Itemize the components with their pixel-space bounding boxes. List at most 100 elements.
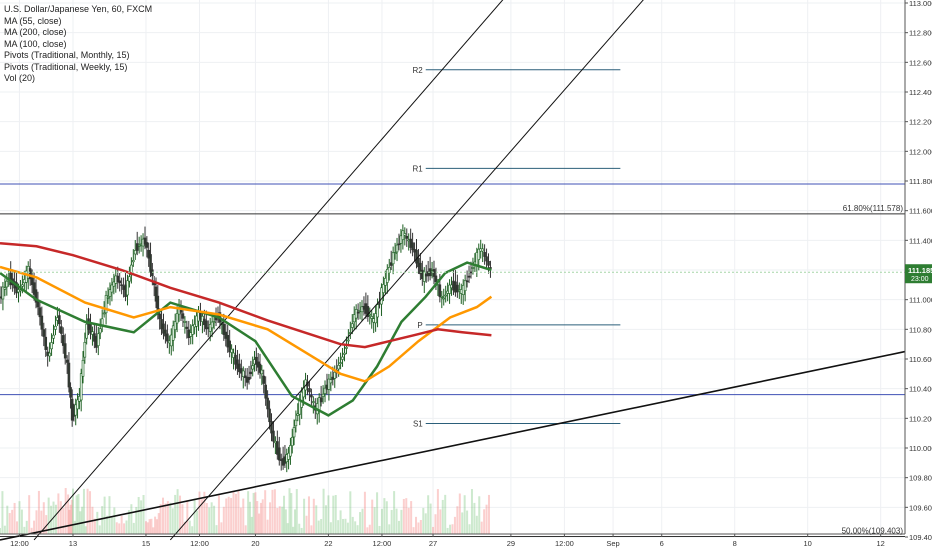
volume-bar xyxy=(395,508,398,534)
candle-body xyxy=(481,248,484,252)
volume-bar xyxy=(483,509,486,534)
y-tick-label: 110.200 xyxy=(909,414,932,423)
volume-bar xyxy=(444,494,447,534)
candle-body xyxy=(116,275,120,283)
candle-body xyxy=(212,321,216,324)
volume-bar xyxy=(327,495,330,534)
volume-bar xyxy=(356,525,359,534)
volume-bar xyxy=(11,509,14,534)
candle-body xyxy=(467,275,471,278)
candle-body xyxy=(191,325,194,335)
candle-body xyxy=(112,281,116,287)
volume-bar xyxy=(6,505,9,534)
volume-bar xyxy=(96,511,99,534)
volume-bar xyxy=(86,488,89,534)
volume-bar xyxy=(378,525,381,534)
volume-bar xyxy=(57,493,60,534)
candle-body xyxy=(183,321,187,323)
candle-body xyxy=(133,250,137,255)
candle-body xyxy=(34,289,38,303)
volume-bar xyxy=(8,513,11,534)
x-tick-label: 12:00 xyxy=(373,539,392,548)
legend-indicator[interactable]: Vol (20) xyxy=(4,73,36,83)
x-tick-label: 15 xyxy=(142,539,150,548)
candle-body xyxy=(391,252,395,265)
candle-body xyxy=(277,447,281,461)
volume-bar xyxy=(346,522,349,534)
candle-body xyxy=(19,289,22,292)
volume-bar xyxy=(101,506,104,534)
y-tick-label: 109.400 xyxy=(909,533,932,542)
volume-bar xyxy=(47,497,50,534)
volume-bar xyxy=(261,499,264,534)
x-tick-label: 20 xyxy=(251,539,259,548)
trendline[interactable] xyxy=(169,0,705,541)
candle-body xyxy=(76,399,79,410)
candle-body xyxy=(294,419,298,427)
volume-bar xyxy=(480,521,483,534)
trendline[interactable] xyxy=(0,350,906,541)
candle-body xyxy=(434,275,438,283)
volume-bar xyxy=(470,489,473,534)
candle-body xyxy=(411,242,414,251)
legend-indicator[interactable]: Pivots (Traditional, Weekly, 15) xyxy=(4,61,128,72)
legend-indicator[interactable]: MA (100, close) xyxy=(4,38,67,49)
candle-body xyxy=(38,307,42,318)
candle-body xyxy=(104,295,108,314)
volume-bar xyxy=(183,521,186,534)
candle-body xyxy=(108,289,112,297)
volume-bar xyxy=(171,508,174,534)
x-tick-label: 12:00 xyxy=(10,539,29,548)
volume-bar xyxy=(298,523,301,534)
candle-body xyxy=(380,287,383,305)
volume-bar xyxy=(125,520,128,534)
volume-bar xyxy=(230,497,233,534)
y-tick-label: 110.400 xyxy=(909,385,932,394)
candle-body xyxy=(395,244,399,253)
candle-body xyxy=(444,294,447,297)
volume-bar xyxy=(286,523,289,534)
candle-body xyxy=(173,321,177,331)
volume-bar xyxy=(164,503,167,534)
x-tick-label: 10 xyxy=(804,539,812,548)
volume-bar xyxy=(227,496,230,534)
volume-bar xyxy=(487,494,490,534)
legend-indicator[interactable]: MA (55, close) xyxy=(4,15,62,26)
volume-bar xyxy=(284,509,287,534)
candle-body xyxy=(260,369,264,375)
volume-bar xyxy=(23,526,26,534)
volume-bar xyxy=(25,520,28,534)
candle-body xyxy=(249,371,253,375)
candle-body xyxy=(185,326,189,329)
candle-body xyxy=(382,284,385,293)
volume-bar xyxy=(142,494,145,534)
candle-body xyxy=(149,254,152,273)
candle-body xyxy=(102,312,106,315)
y-tick-label: 110.800 xyxy=(909,325,932,334)
volume-bar xyxy=(322,488,325,534)
volume-bar xyxy=(71,488,74,534)
candle-body xyxy=(347,339,350,342)
y-tick-label: 111.400 xyxy=(909,236,932,245)
candle-body xyxy=(79,373,83,401)
volume-bar xyxy=(295,489,298,534)
candle-body xyxy=(175,313,179,324)
moving-average-line xyxy=(0,242,492,349)
candle-body xyxy=(106,297,110,299)
volume-bar xyxy=(402,498,405,534)
volume-bar xyxy=(293,509,296,534)
y-tick-label: 109.600 xyxy=(909,503,932,512)
volume-bar xyxy=(82,488,85,534)
trendline[interactable] xyxy=(33,0,564,541)
volume-bar xyxy=(281,506,284,534)
last-price-badge xyxy=(905,264,932,284)
candle-body xyxy=(241,370,245,377)
candle-body xyxy=(65,359,69,363)
legend-indicator[interactable]: MA (200, close) xyxy=(4,27,67,37)
legend-indicator[interactable]: Pivots (Traditional, Monthly, 15) xyxy=(4,50,130,60)
volume-bar xyxy=(98,525,101,534)
volume-bar xyxy=(393,491,396,534)
volume-bar xyxy=(324,505,327,534)
